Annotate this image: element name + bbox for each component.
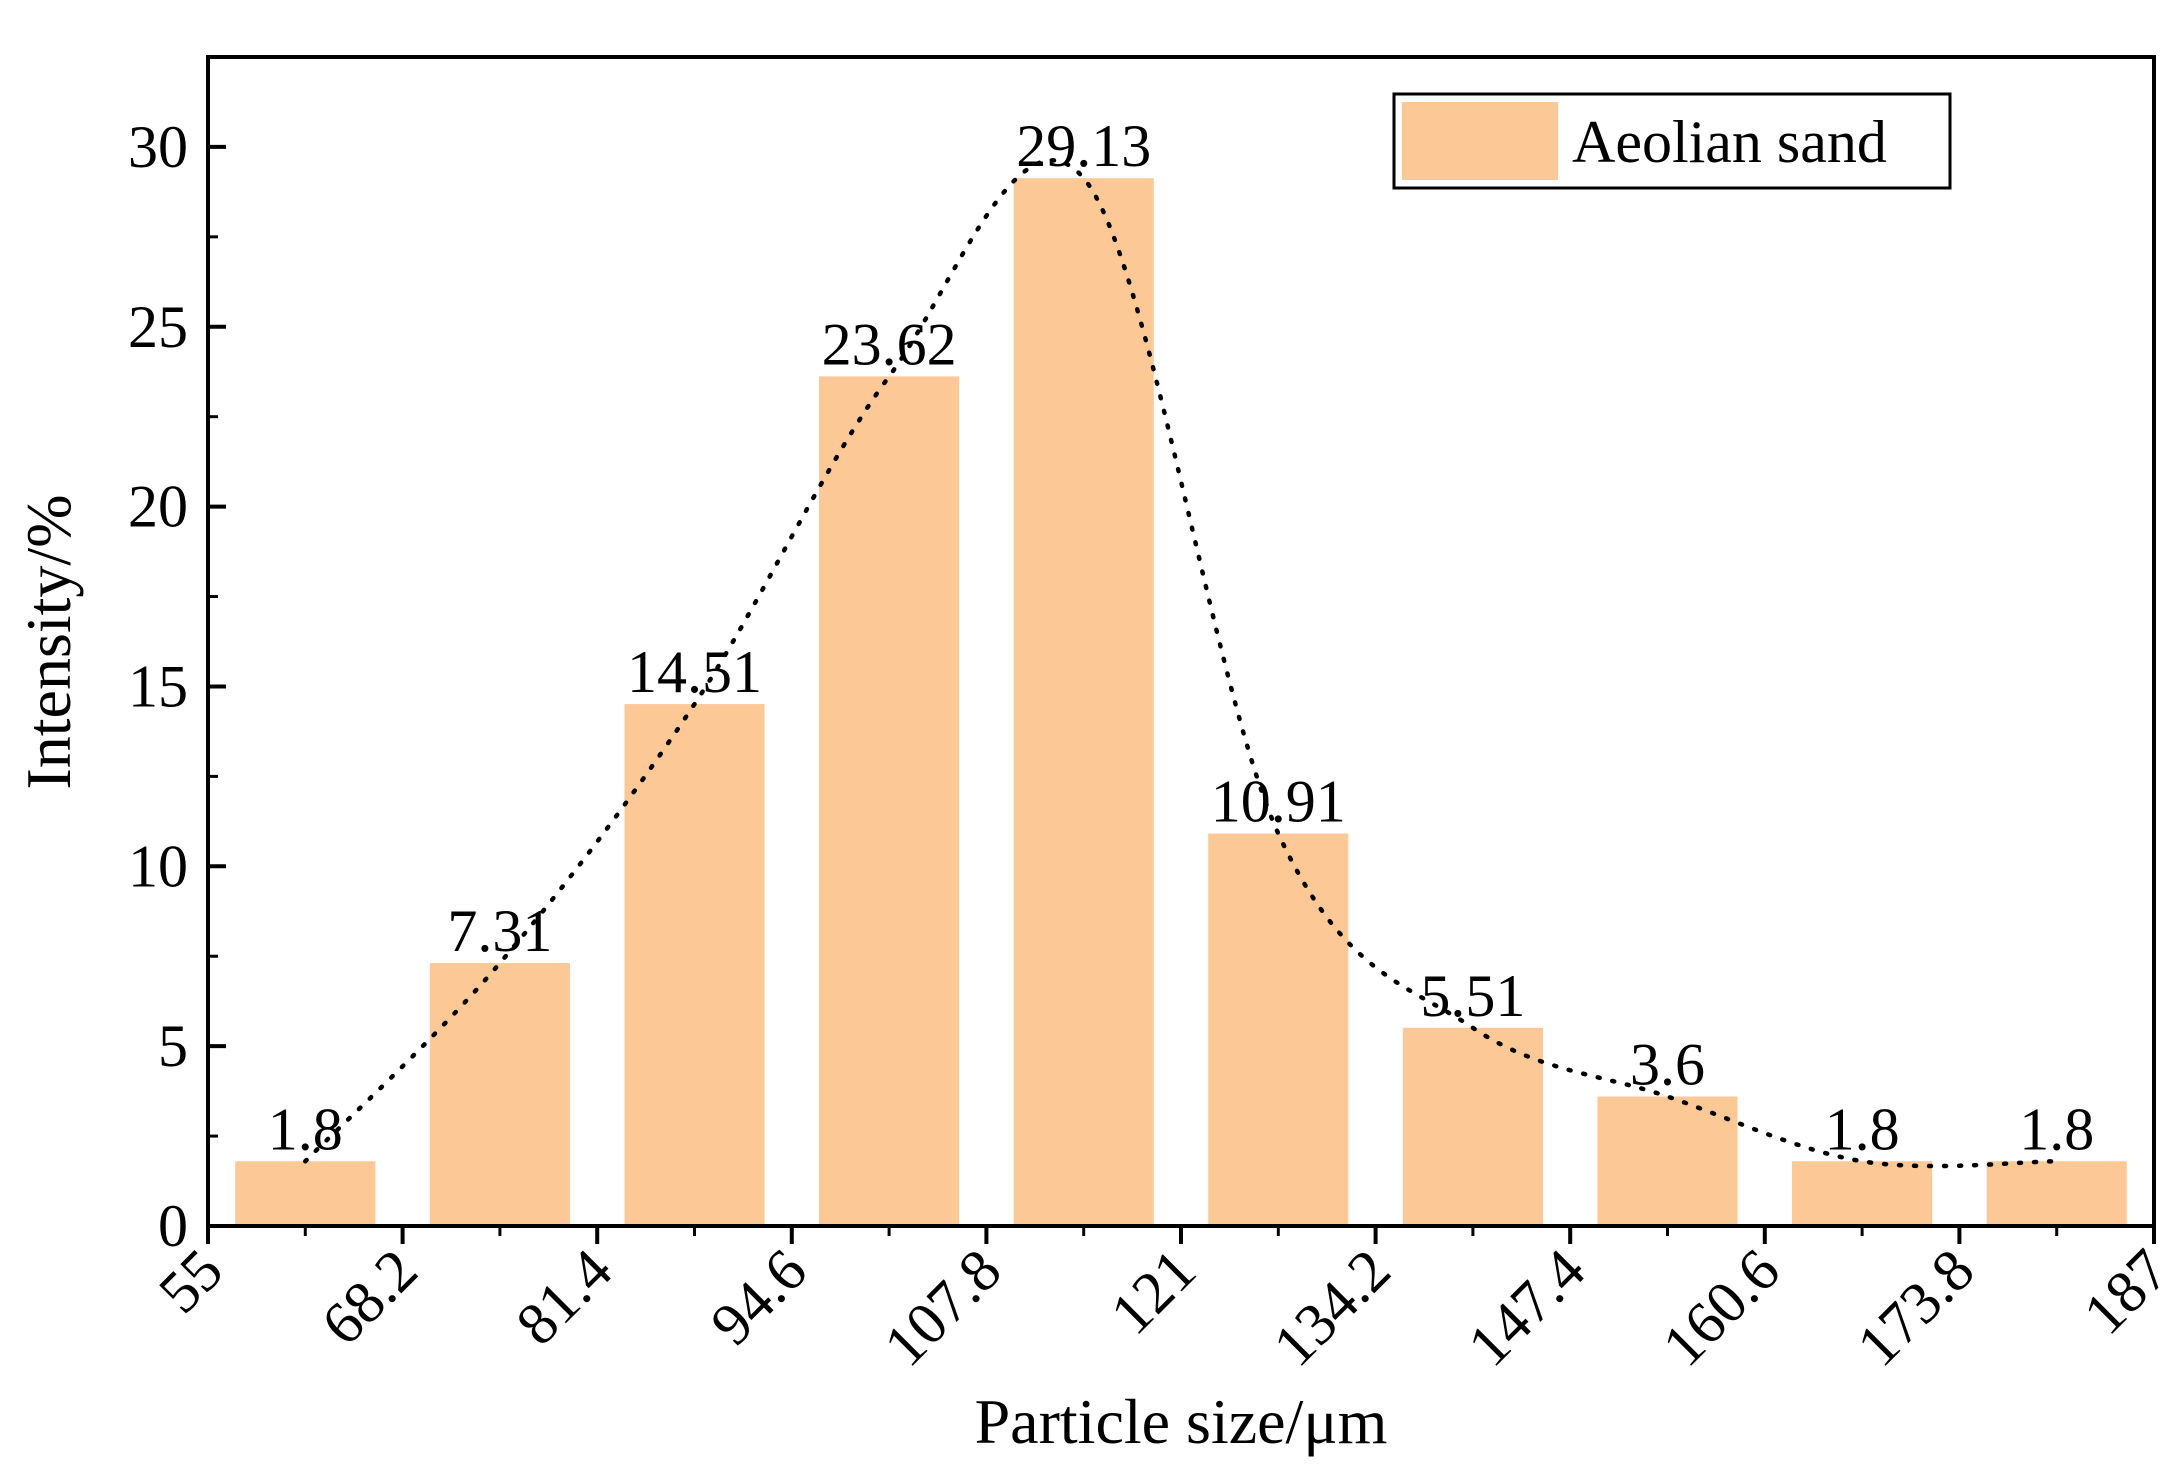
legend-label-aeolian-sand: Aeolian sand: [1572, 109, 1887, 175]
bar: [624, 704, 765, 1226]
bar-value-label: 1.8: [2019, 1096, 2094, 1162]
bar-value-label: 1.8: [1825, 1096, 1900, 1162]
x-tick-label: 147.4: [1455, 1237, 1597, 1379]
bar-value-label: 29.13: [1016, 113, 1151, 179]
bar: [1013, 178, 1154, 1226]
y-tick-label: 25: [128, 294, 188, 360]
bars-group: [235, 178, 2127, 1227]
legend-swatch-aeolian-sand: [1402, 102, 1558, 180]
y-tick-label: 15: [128, 653, 188, 719]
y-tick-label: 5: [158, 1013, 188, 1079]
legend: Aeolian sand: [1392, 92, 1952, 190]
bar-value-label: 1.8: [268, 1096, 343, 1162]
x-axis: 55 68.2 81.4 94.6 107.8 121 134.2 147.4 160.6 173…: [146, 1226, 2167, 1379]
x-tick-label: 81.4: [503, 1237, 624, 1358]
bar-value-label: 7.31: [447, 898, 552, 964]
y-axis: 0 5 10 15 20 25 30: [128, 114, 226, 1259]
x-tick-label: 121: [1098, 1237, 1208, 1347]
bar: [429, 963, 570, 1226]
x-axis-label: Particle size/μm: [975, 1386, 1388, 1457]
x-tick-label: 94.6: [698, 1237, 819, 1358]
bar-value-label: 10.91: [1211, 769, 1346, 835]
bar: [235, 1161, 376, 1226]
y-tick-label: 20: [128, 474, 188, 540]
bar-value-label: 14.51: [627, 639, 762, 705]
y-tick-label: 10: [128, 833, 188, 899]
x-tick-label: 134.2: [1261, 1237, 1403, 1379]
bar-value-label: 23.62: [822, 311, 957, 377]
bar: [1597, 1096, 1738, 1226]
bar-value-label: 5.51: [1420, 963, 1525, 1029]
y-axis-label: Intensity/%: [13, 494, 84, 789]
x-tick-label: 68.2: [309, 1237, 430, 1358]
x-tick-label: 160.6: [1650, 1237, 1792, 1379]
bar: [819, 376, 960, 1227]
bar: [1402, 1027, 1543, 1226]
bar: [1208, 833, 1349, 1226]
x-tick-label: 107.8: [871, 1237, 1013, 1379]
y-tick-label: 0: [158, 1193, 188, 1259]
x-tick-label: 173.8: [1844, 1237, 1986, 1379]
bar: [1986, 1161, 2127, 1226]
bar: [1792, 1161, 1933, 1226]
y-tick-label: 30: [128, 114, 188, 180]
x-tick-label: 187: [2071, 1237, 2167, 1347]
